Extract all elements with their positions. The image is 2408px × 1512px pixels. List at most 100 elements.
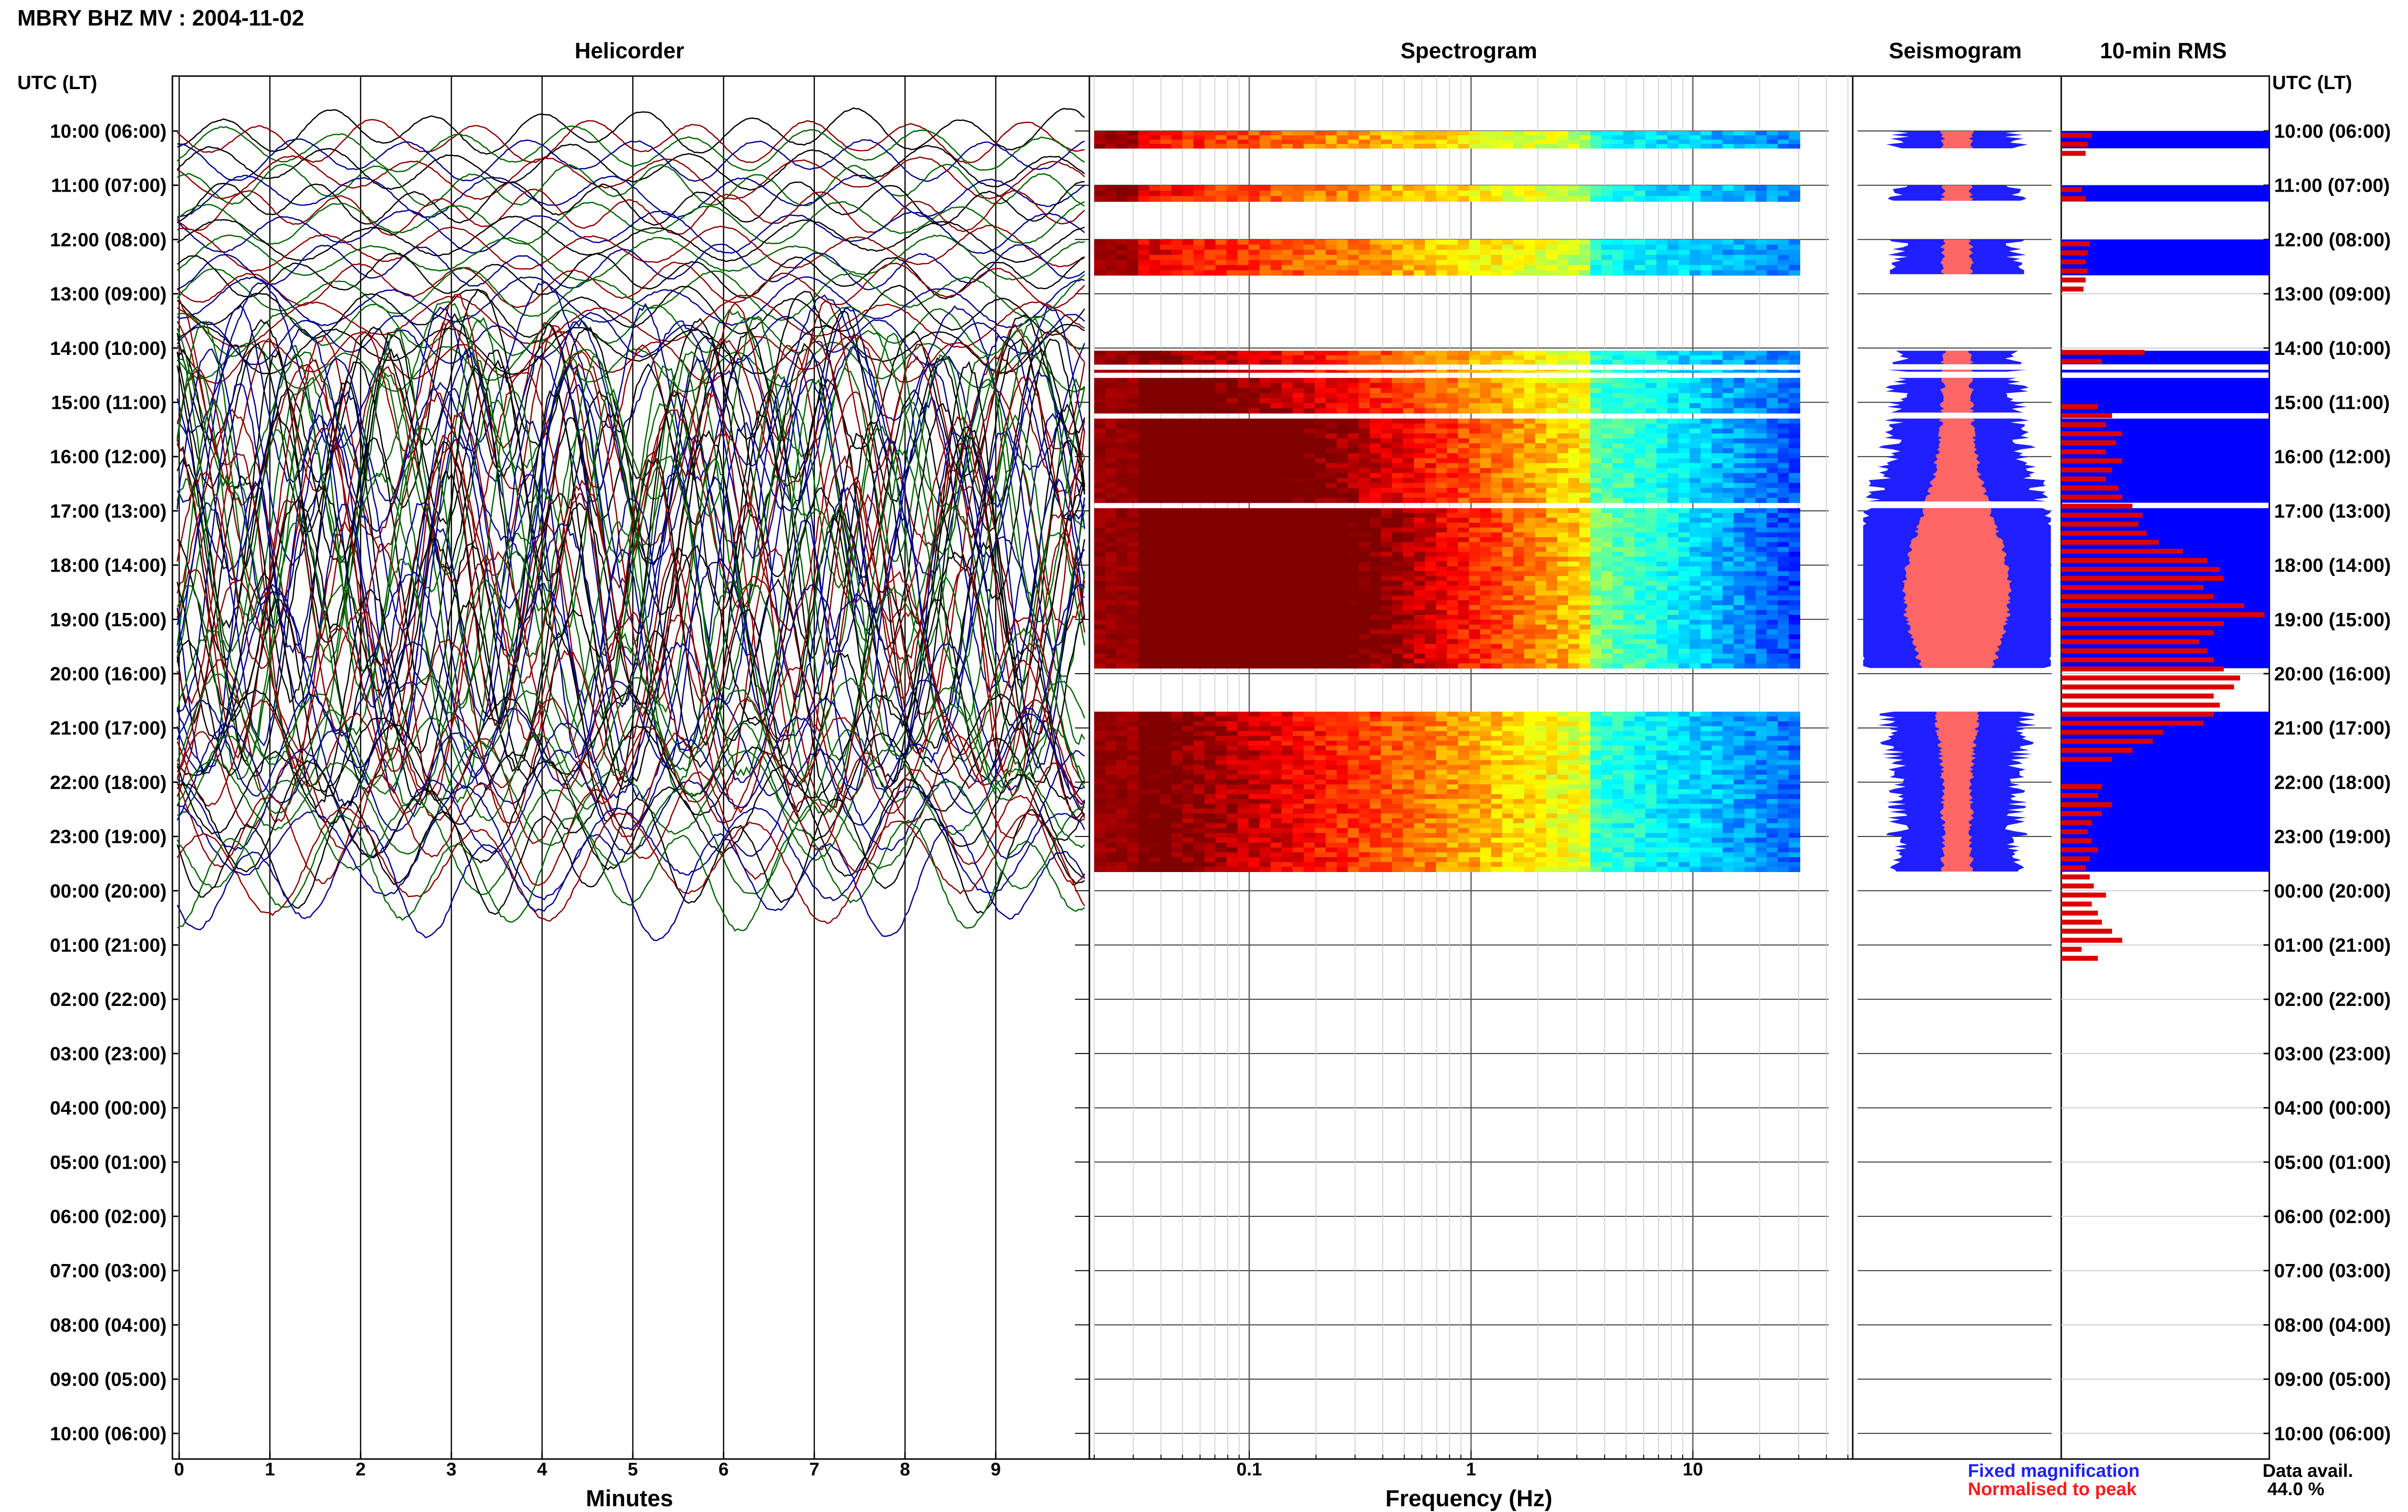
rms-bar [2061, 703, 2220, 707]
rms-bar [2061, 648, 2208, 653]
right-time-tick: 17:00 (13:00) [2274, 501, 2391, 522]
rms-bar [2061, 693, 2214, 698]
helicorder-trace [177, 304, 1085, 356]
rms-bar [2061, 911, 2098, 915]
right-time-tick: 08:00 (04:00) [2274, 1315, 2391, 1336]
rms-bar [2061, 802, 2112, 807]
seismogram-normalised-envelope [1941, 370, 1973, 372]
right-time-tick: 10:00 (06:00) [2274, 1423, 2391, 1445]
seismogram-normalised-envelope [1940, 378, 1974, 413]
left-time-tick: 23:00 (19:00) [50, 826, 167, 847]
rms-bars [2061, 131, 2269, 961]
rms-bar [2061, 277, 2086, 282]
right-time-tick: 20:00 (16:00) [2274, 664, 2391, 685]
rms-bar [2061, 639, 2199, 644]
rms-bar [2061, 748, 2133, 753]
rms-bar [2061, 413, 2112, 418]
right-time-tick: 09:00 (05:00) [2274, 1369, 2391, 1390]
left-time-tick: 10:00 (06:00) [50, 1423, 167, 1445]
minute-tick-label: 9 [991, 1460, 1001, 1480]
right-time-tick: 06:00 (02:00) [2274, 1206, 2391, 1227]
helicorder-trace [177, 781, 1085, 895]
helicorder-trace [177, 808, 1085, 924]
rms-bar [2061, 847, 2098, 852]
left-time-tick: 11:00 (07:00) [51, 175, 167, 196]
right-time-tick: 14:00 (10:00) [2274, 338, 2391, 359]
rms-bar [2061, 495, 2122, 499]
seismogram-normalised-envelope [1940, 131, 1974, 148]
right-time-tick: 23:00 (19:00) [2274, 826, 2391, 847]
rms-bar [2061, 920, 2102, 925]
helicorder-trace [177, 761, 1085, 877]
rms-bar [2061, 260, 2086, 264]
right-time-tick: 19:00 (15:00) [2274, 609, 2391, 630]
left-time-tick: 22:00 (18:00) [50, 772, 167, 793]
right-time-tick: 03:00 (23:00) [2274, 1043, 2391, 1065]
rms-bar [2061, 603, 2244, 608]
left-time-tick: 21:00 (17:00) [50, 718, 167, 739]
rms-bar [2061, 151, 2086, 156]
rms-bar [2061, 576, 2224, 581]
left-time-tick: 01:00 (21:00) [50, 935, 167, 956]
right-time-tick: 11:00 (07:00) [2274, 175, 2390, 196]
rms-bar [2061, 531, 2146, 535]
rms-data-background [2061, 239, 2269, 275]
rms-bar [2061, 449, 2106, 454]
rms-bar [2061, 504, 2133, 508]
seismogram-envelopes [1863, 131, 2051, 872]
rms-bar [2061, 938, 2122, 943]
left-time-tick: 04:00 (00:00) [50, 1098, 167, 1119]
rms-bar [2061, 811, 2102, 816]
rms-bar [2061, 929, 2112, 934]
rms-bar [2061, 133, 2092, 138]
rms-bar [2061, 630, 2214, 635]
rms-bar [2061, 784, 2102, 789]
right-time-tick: 07:00 (03:00) [2274, 1261, 2391, 1282]
helicorder-traces [177, 108, 1085, 940]
rms-bar [2061, 431, 2122, 436]
right-time-tick: 12:00 (08:00) [2274, 229, 2391, 250]
helicorder-trace [177, 286, 1085, 339]
helicorder-trace [177, 108, 1085, 154]
rms-bar [2061, 187, 2081, 192]
right-time-tick: 15:00 (11:00) [2274, 392, 2390, 414]
rms-bar [2061, 485, 2118, 490]
left-time-tick: 13:00 (09:00) [50, 284, 167, 305]
frequency-tick-label: 10 [1683, 1460, 1703, 1480]
rms-bar [2061, 685, 2234, 690]
left-time-tick: 18:00 (14:00) [50, 555, 167, 576]
right-time-tick: 04:00 (00:00) [2274, 1098, 2391, 1119]
right-time-tick: 00:00 (20:00) [2274, 881, 2391, 902]
rms-bar [2061, 856, 2090, 861]
rms-bar [2061, 269, 2088, 274]
frequency-tick-label: 0.1 [1237, 1460, 1262, 1480]
left-time-tick: 03:00 (23:00) [50, 1043, 167, 1065]
rms-bar [2061, 521, 2138, 526]
rms-bar [2061, 829, 2088, 834]
left-time-tick: 14:00 (10:00) [50, 338, 167, 359]
left-time-tick: 06:00 (02:00) [50, 1206, 167, 1227]
left-time-tick: 02:00 (22:00) [50, 989, 167, 1010]
rms-data-background [2061, 370, 2269, 373]
rms-data-background [2061, 131, 2269, 148]
rms-bar [2061, 549, 2183, 554]
rms-bar [2061, 477, 2106, 482]
rms-bar [2061, 585, 2203, 590]
minute-tick-label: 1 [265, 1460, 275, 1480]
rms-bar [2061, 196, 2086, 201]
left-time-tick: 20:00 (16:00) [50, 664, 167, 685]
rms-bar [2061, 884, 2094, 888]
rms-data-background [2061, 185, 2269, 202]
left-time-tick: 15:00 (11:00) [51, 392, 167, 414]
rms-bar [2061, 712, 2214, 717]
minute-tick-label: 8 [900, 1460, 910, 1480]
left-time-tick: 12:00 (08:00) [50, 229, 167, 250]
seismogram-normalised-envelope [1940, 239, 1974, 274]
minute-tick-label: 4 [537, 1460, 547, 1480]
helicorder-trace [177, 139, 1085, 181]
minute-tick-label: 2 [355, 1460, 366, 1480]
helicorder-trace [177, 144, 1085, 190]
right-time-tick: 22:00 (18:00) [2274, 772, 2391, 793]
